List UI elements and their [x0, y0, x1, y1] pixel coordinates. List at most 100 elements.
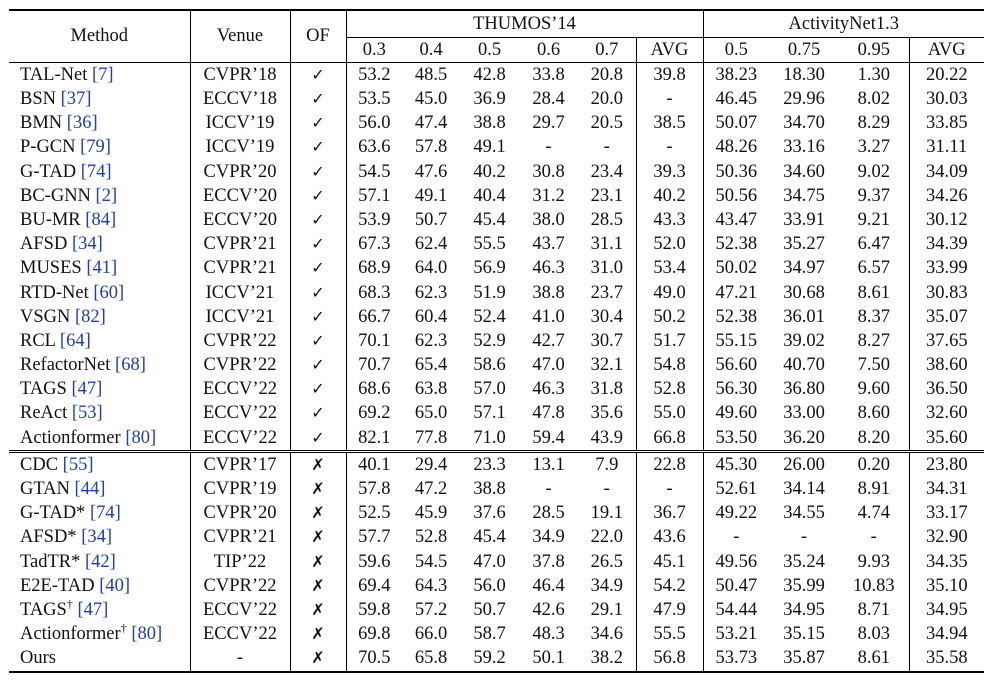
anet-value: 38.23 — [702, 62, 769, 88]
table-row: Actionformer† [80] ECCV’22 ✗ 69.8 66.0 58.7 48… — [9, 622, 985, 647]
citation-link[interactable]: [80] — [131, 624, 163, 645]
table-row: GTAN [44] CVPR’19 ✗ 57.8 47.2 38.8- - -52.61 34.… — [9, 477, 985, 502]
method-name: Actionformer — [20, 427, 121, 448]
table-row: BU-MR [84] ECCV’20 ✓ 53.9 50.7 45.4 38.0 28.5 43… — [9, 208, 985, 233]
method-name: BSN — [20, 89, 56, 110]
citation-link[interactable]: [2] — [95, 185, 118, 206]
method-cell: BMN [36] — [9, 111, 190, 135]
citation-link[interactable]: [53] — [71, 403, 103, 424]
check-icon: ✓ — [311, 161, 325, 181]
anet-value: 8.60 — [857, 403, 890, 424]
thumos-value: 38.2 — [578, 646, 636, 673]
thumos-value: 23.4 — [590, 161, 623, 182]
thumos-value: 38.0 — [532, 209, 565, 230]
anet-value: 20.22 — [908, 62, 985, 88]
citation-link[interactable]: [74] — [89, 503, 121, 524]
anet-value: 34.95 — [783, 599, 825, 620]
citation-link[interactable]: [47] — [77, 599, 109, 620]
anet-value: 26.00 — [769, 450, 839, 478]
thumos-value: 20.0 — [590, 89, 623, 110]
thumos-value: 30.4 — [590, 306, 623, 327]
venue-cell: TIP’22 — [189, 549, 290, 574]
anet-value: 37.65 — [908, 329, 985, 354]
thumos-value: 62.3 — [414, 282, 448, 303]
venue-cell: ECCV’22 — [189, 401, 290, 426]
of-cell: ✓ — [289, 256, 346, 281]
venue-cell: ECCV’22 — [189, 622, 290, 647]
citation-link[interactable]: [60] — [93, 282, 125, 303]
citation-link[interactable]: [41] — [86, 258, 118, 279]
anet-value: 43.47 — [702, 208, 769, 233]
anet-value: 6.47 — [857, 234, 890, 255]
citation-link[interactable]: [34] — [71, 234, 103, 255]
thumos-value: 48.5 — [414, 64, 448, 85]
citation-link[interactable]: [82] — [75, 306, 106, 327]
citation-link[interactable]: [42] — [85, 551, 116, 572]
citation-link[interactable]: [36] — [66, 113, 98, 134]
thumos-value: 30.8 — [532, 161, 565, 182]
cross-icon: ✗ — [311, 527, 325, 547]
thumos-value: 29.1 — [590, 599, 623, 620]
anet-value: 36.20 — [783, 427, 825, 448]
method-name: MUSES — [20, 258, 82, 279]
method-cell: P-GCN [79] — [9, 136, 190, 160]
header-method: Method — [9, 9, 190, 63]
citation-link[interactable]: [7] — [91, 64, 114, 85]
table-row: AFSD [34] CVPR’21 ✓ 67.3 62.4 55.5 43.7 31.1 52.… — [9, 232, 985, 257]
check-icon: ✓ — [311, 113, 325, 133]
citation-link[interactable]: [79] — [80, 137, 111, 158]
thumos-value: 51.9 — [473, 282, 506, 303]
anet-value: 31.11 — [908, 135, 985, 160]
anet-value: 30.12 — [908, 208, 985, 233]
anet-value: 33.16 — [783, 137, 825, 158]
thumos-value: 71.0 — [473, 427, 506, 448]
header-venue: Venue — [189, 9, 290, 63]
anet-value: 35.60 — [908, 425, 985, 452]
thumos-value: 40.4 — [473, 185, 506, 206]
cross-icon: ✗ — [311, 648, 325, 668]
method-cell: CDC [55] — [9, 450, 190, 478]
method-cell: Actionformer [80] — [9, 426, 190, 452]
table-row: RTD-Net [60] ICCV’21 ✓ 68.3 62.3 51.9 38.8 23.7… — [9, 280, 985, 305]
citation-link[interactable]: [44] — [74, 479, 106, 500]
method-cell: Ours — [9, 646, 190, 673]
thumos-value: 47.4 — [414, 113, 448, 134]
thumos-value: 39.3 — [635, 159, 703, 184]
thumos-value: 52.9 — [473, 330, 506, 351]
venue-cell: ICCV’19 — [189, 111, 290, 136]
citation-link[interactable]: [40] — [99, 575, 131, 596]
anet-value: 35.10 — [908, 573, 985, 599]
thumos-value: 29.7 — [532, 113, 565, 134]
anet-value: 39.02 — [783, 330, 825, 351]
thumos-value: 38.8 — [473, 113, 506, 134]
of-cell: ✓ — [289, 183, 346, 209]
citation-link[interactable]: [74] — [80, 161, 112, 182]
anet-value: 30.68 — [783, 282, 825, 303]
thumos-value: 22.0 — [590, 527, 623, 548]
header-thumos-col: 0.4 — [402, 37, 460, 63]
thumos-value: 58.6 — [473, 355, 506, 376]
anet-value: 49.60 — [702, 401, 769, 426]
citation-link[interactable]: [47] — [71, 379, 103, 400]
citation-link[interactable]: [34] — [81, 527, 113, 548]
thumos-value: 38.8 — [532, 282, 565, 303]
citation-link[interactable]: [84] — [85, 209, 117, 230]
table-row: VSGN [82] ICCV’21 ✓ 66.7 60.4 52.4 41.0 30.4 50.… — [9, 304, 985, 330]
citation-link[interactable]: [37] — [60, 89, 92, 110]
thumos-value: 46.3 — [532, 258, 565, 279]
header-anet-col: 0.5 — [702, 37, 769, 63]
citation-link[interactable]: [64] — [59, 330, 91, 351]
anet-value: 52.61 — [702, 477, 769, 502]
thumos-value: 23.1 — [590, 185, 623, 206]
table-row: ReAct [53] ECCV’22 ✓ 69.2 65.0 57.1 47.8 35.6 55… — [9, 401, 985, 426]
thumos-value: - — [603, 137, 610, 158]
thumos-value: 28.4 — [532, 89, 565, 110]
method-cell: AFSD [34] — [9, 232, 190, 256]
thumos-value: 19.1 — [590, 503, 623, 524]
anet-value: 34.60 — [783, 161, 825, 182]
citation-link[interactable]: [80] — [125, 427, 157, 448]
thumos-value: 47.0 — [473, 551, 506, 572]
citation-link[interactable]: [55] — [62, 454, 94, 475]
citation-link[interactable]: [68] — [115, 355, 146, 376]
of-cell: ✗ — [289, 598, 346, 623]
